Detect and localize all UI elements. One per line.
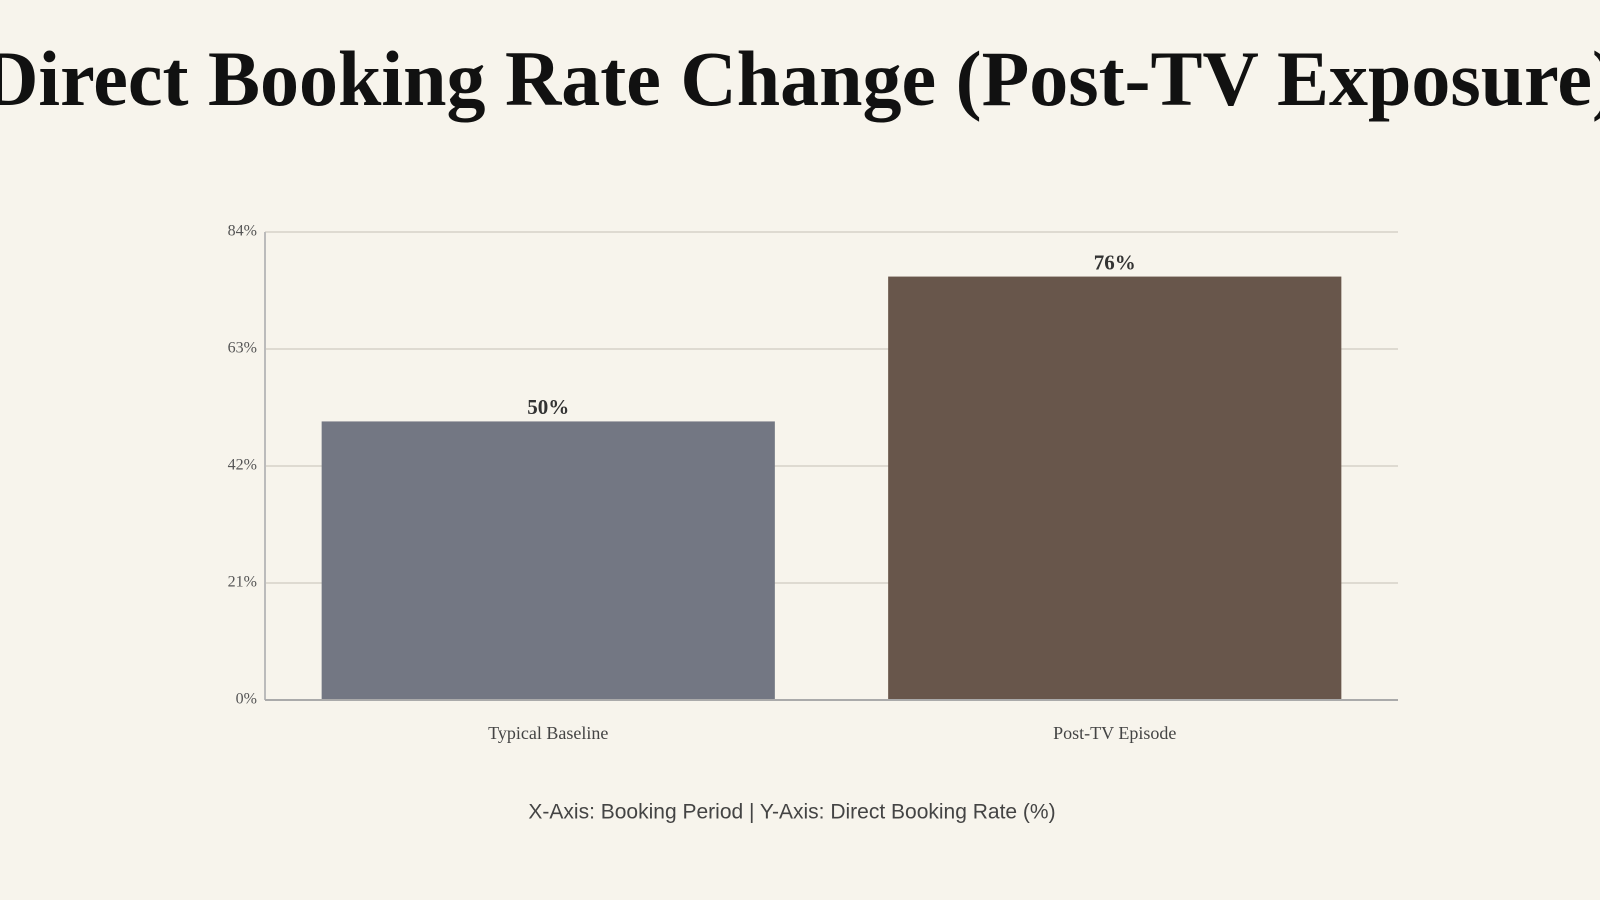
- x-tick-label: Post-TV Episode: [1053, 723, 1176, 743]
- axis-caption: X-Axis: Booking Period | Y-Axis: Direct …: [528, 801, 1055, 824]
- y-tick-label: 84%: [228, 223, 257, 240]
- value-label: 50%: [527, 395, 569, 419]
- bar: [888, 276, 1342, 700]
- bar: [321, 421, 775, 700]
- y-tick-label: 63%: [228, 340, 257, 357]
- y-tick-label: 0%: [236, 691, 257, 708]
- value-label: 76%: [1094, 250, 1136, 274]
- y-tick-label: 21%: [228, 574, 257, 591]
- chart-title: Direct Booking Rate Change (Post-TV Expo…: [0, 35, 1600, 122]
- x-tick-label: Typical Baseline: [488, 723, 608, 743]
- y-tick-label: 42%: [228, 457, 257, 474]
